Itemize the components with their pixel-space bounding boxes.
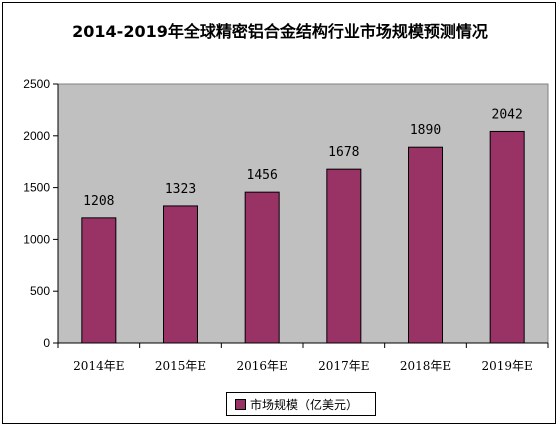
y-tick-label: 2000 (23, 129, 50, 143)
y-tick-label: 500 (30, 284, 50, 298)
data-label: 1890 (410, 123, 441, 138)
x-axis: 2014年E 2015年E 2016年E 2017年E 2018年E 2019年E (57, 342, 549, 373)
x-tick-label: 2014年E (73, 359, 124, 373)
bar-series (81, 130, 525, 344)
bar (81, 217, 117, 344)
y-tick-label: 1500 (23, 181, 50, 195)
bar (326, 168, 362, 344)
x-tick-label: 2016年E (237, 359, 288, 373)
data-label: 1208 (83, 194, 114, 209)
legend-swatch (235, 398, 246, 410)
x-tick-label: 2019年E (482, 359, 533, 373)
plot-area (57, 83, 549, 344)
y-axis: 0 500 1000 1500 2000 2500 (23, 77, 59, 350)
legend: 市场规模（亿美元） (226, 392, 376, 416)
x-tick-label: 2018年E (400, 359, 451, 373)
y-tick-label: 0 (43, 336, 50, 350)
y-tick-label: 1000 (23, 232, 50, 246)
bar (408, 146, 443, 344)
data-label: 1323 (165, 182, 196, 197)
y-tick-label: 2500 (23, 77, 50, 91)
bar (244, 191, 280, 344)
x-tick-label: 2015年E (155, 359, 206, 373)
chart-title: 2014-2019年全球精密铝合金结构行业市场规模预测情况 (72, 22, 488, 41)
data-label: 1456 (247, 168, 278, 183)
bar (163, 205, 198, 344)
bar (489, 130, 525, 344)
x-tick-label: 2017年E (318, 359, 369, 373)
data-labels: 1208 1323 1456 1678 1890 2042 (83, 107, 523, 208)
data-label: 1678 (328, 145, 359, 160)
data-label: 2042 (492, 107, 523, 122)
legend-label: 市场规模（亿美元） (250, 397, 359, 412)
